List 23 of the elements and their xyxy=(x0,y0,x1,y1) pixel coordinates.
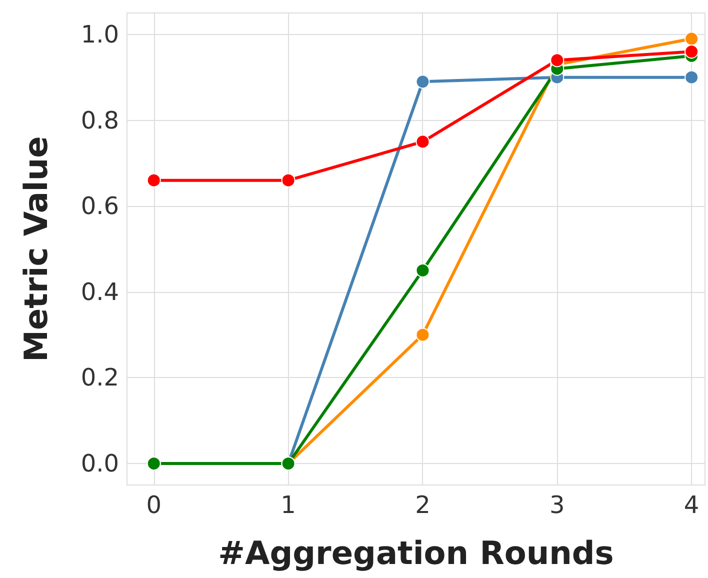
y-axis-title: Metric Value xyxy=(17,136,55,362)
x-axis-title: #Aggregation Rounds xyxy=(218,534,614,572)
point xyxy=(281,173,296,188)
y-tick-label: 0.2 xyxy=(80,364,119,392)
point xyxy=(416,263,430,278)
x-tick-label: 4 xyxy=(684,491,700,519)
point xyxy=(146,173,161,188)
point xyxy=(416,328,430,342)
y-tick-label: 0.8 xyxy=(80,106,119,134)
y-tick-label: 0.0 xyxy=(80,450,119,478)
point xyxy=(684,70,699,84)
point xyxy=(416,134,430,149)
point xyxy=(550,53,564,68)
x-tick-label: 3 xyxy=(550,491,565,519)
x-tick-label: 2 xyxy=(415,491,430,519)
y-tick-label: 1.0 xyxy=(80,20,119,48)
x-tick-label: 0 xyxy=(146,491,162,519)
point xyxy=(684,44,699,59)
point xyxy=(684,32,699,46)
point xyxy=(416,74,430,89)
y-tick-label: 0.6 xyxy=(80,192,119,220)
y-tick-label: 0.4 xyxy=(80,278,119,306)
x-tick-label: 1 xyxy=(280,491,296,519)
